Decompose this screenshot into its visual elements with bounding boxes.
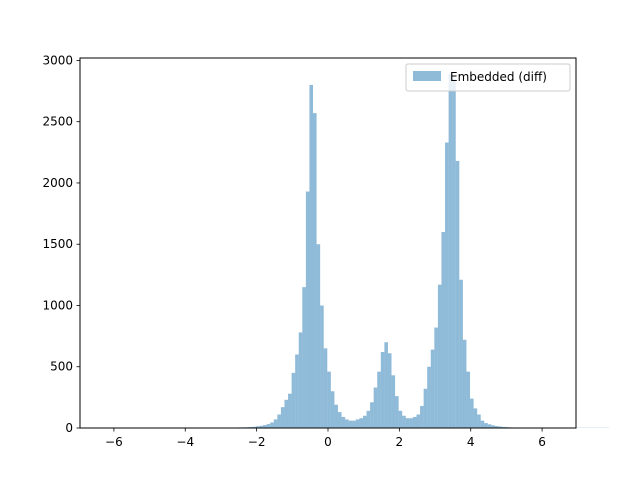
histogram-bar (498, 426, 503, 428)
histogram-bar (470, 398, 474, 428)
histogram-bar (270, 422, 274, 428)
histogram-bar (255, 426, 260, 428)
y-tick-label: 500 (50, 360, 73, 374)
x-tick-label: −4 (176, 435, 194, 449)
histogram-bar (330, 391, 335, 428)
histogram-bar (502, 426, 506, 428)
histogram-bar (487, 424, 492, 428)
histogram-bar (377, 371, 381, 428)
x-tick-label: 4 (467, 435, 475, 449)
x-axis: −6 −4 −2 0 2 4 6 (105, 428, 546, 449)
histogram-bar (252, 426, 256, 428)
histogram-bar (259, 425, 264, 428)
histogram-bar (366, 410, 371, 428)
histogram-bar (495, 426, 499, 428)
histogram-bar (277, 414, 281, 428)
histogram-bar (295, 354, 299, 428)
histogram-bar (423, 388, 428, 428)
histogram-bar (491, 425, 495, 428)
histogram-bar (452, 78, 456, 428)
histogram-bar (309, 84, 314, 428)
histogram-bar (480, 420, 485, 428)
legend-box (405, 63, 571, 92)
histogram-bar (316, 244, 321, 428)
histogram-bar (348, 420, 353, 428)
histogram-bar (445, 142, 449, 429)
histogram-bar (455, 160, 460, 428)
legend-label: Embedded (diff) (450, 70, 547, 84)
histogram-bar (362, 415, 367, 428)
histogram-bar (370, 402, 374, 428)
y-tick-label: 3000 (42, 53, 73, 67)
histogram-bar (430, 349, 435, 428)
histogram-bar (384, 342, 388, 428)
x-tick-label: 2 (396, 435, 404, 449)
x-tick-label: 0 (324, 435, 332, 449)
y-tick-label: 1000 (42, 298, 73, 312)
histogram-bar (412, 416, 417, 428)
x-tick-label: −2 (248, 435, 266, 449)
histogram-bar (473, 408, 478, 428)
histogram-bar (352, 420, 356, 428)
histogram-bar (459, 279, 463, 428)
x-tick-label: 6 (538, 435, 546, 449)
histogram-bar (409, 418, 413, 428)
histogram-bars (102, 73, 610, 429)
histogram-bar (391, 375, 396, 428)
histogram-bar (320, 305, 324, 428)
histogram-bar (345, 419, 349, 428)
y-tick-label: 0 (65, 421, 73, 435)
histogram-bar (387, 353, 392, 428)
histogram-bar (266, 424, 271, 428)
histogram-bar (337, 412, 342, 428)
histogram-bar (466, 371, 471, 428)
legend-swatch (413, 71, 441, 81)
histogram-bar (284, 399, 289, 428)
histogram-bar (359, 418, 363, 428)
histogram-bar (434, 327, 438, 428)
histogram-bar (420, 405, 424, 428)
histogram-bar (280, 407, 285, 428)
histogram-bar (291, 372, 296, 428)
histogram-bar (341, 416, 346, 428)
histogram-bar (334, 404, 338, 428)
histogram-bar (305, 191, 310, 428)
histogram-bar (373, 387, 378, 428)
y-tick-label: 1500 (42, 237, 73, 251)
histogram-bar (427, 366, 431, 428)
histogram-bar (462, 339, 467, 428)
histogram-bar (355, 419, 360, 428)
histogram-bar (405, 418, 410, 428)
histogram-bar (263, 425, 267, 428)
histogram-bar (380, 352, 385, 428)
histogram-bar (323, 348, 328, 428)
y-tick-label: 2000 (42, 176, 73, 190)
histogram-bar (302, 287, 306, 428)
histogram-bar (398, 410, 403, 428)
histogram-bar (402, 415, 406, 428)
histogram-bar (484, 423, 488, 428)
histogram-bar (448, 73, 453, 429)
histogram-bar (327, 371, 331, 428)
histogram-bar (477, 414, 481, 428)
histogram-bar (273, 419, 278, 428)
histogram-bar (395, 396, 399, 428)
histogram-bar (416, 414, 421, 428)
y-tick-label: 2500 (42, 115, 73, 129)
legend: Embedded (diff) (405, 63, 571, 92)
x-tick-label: −6 (105, 435, 123, 449)
histogram-bar (437, 284, 442, 428)
histogram-bar (313, 113, 317, 428)
y-axis: 0 500 1000 1500 2000 2500 3000 (42, 53, 80, 435)
histogram-bar (298, 332, 303, 428)
histogram-bar (288, 393, 292, 428)
histogram-bar (441, 231, 446, 428)
